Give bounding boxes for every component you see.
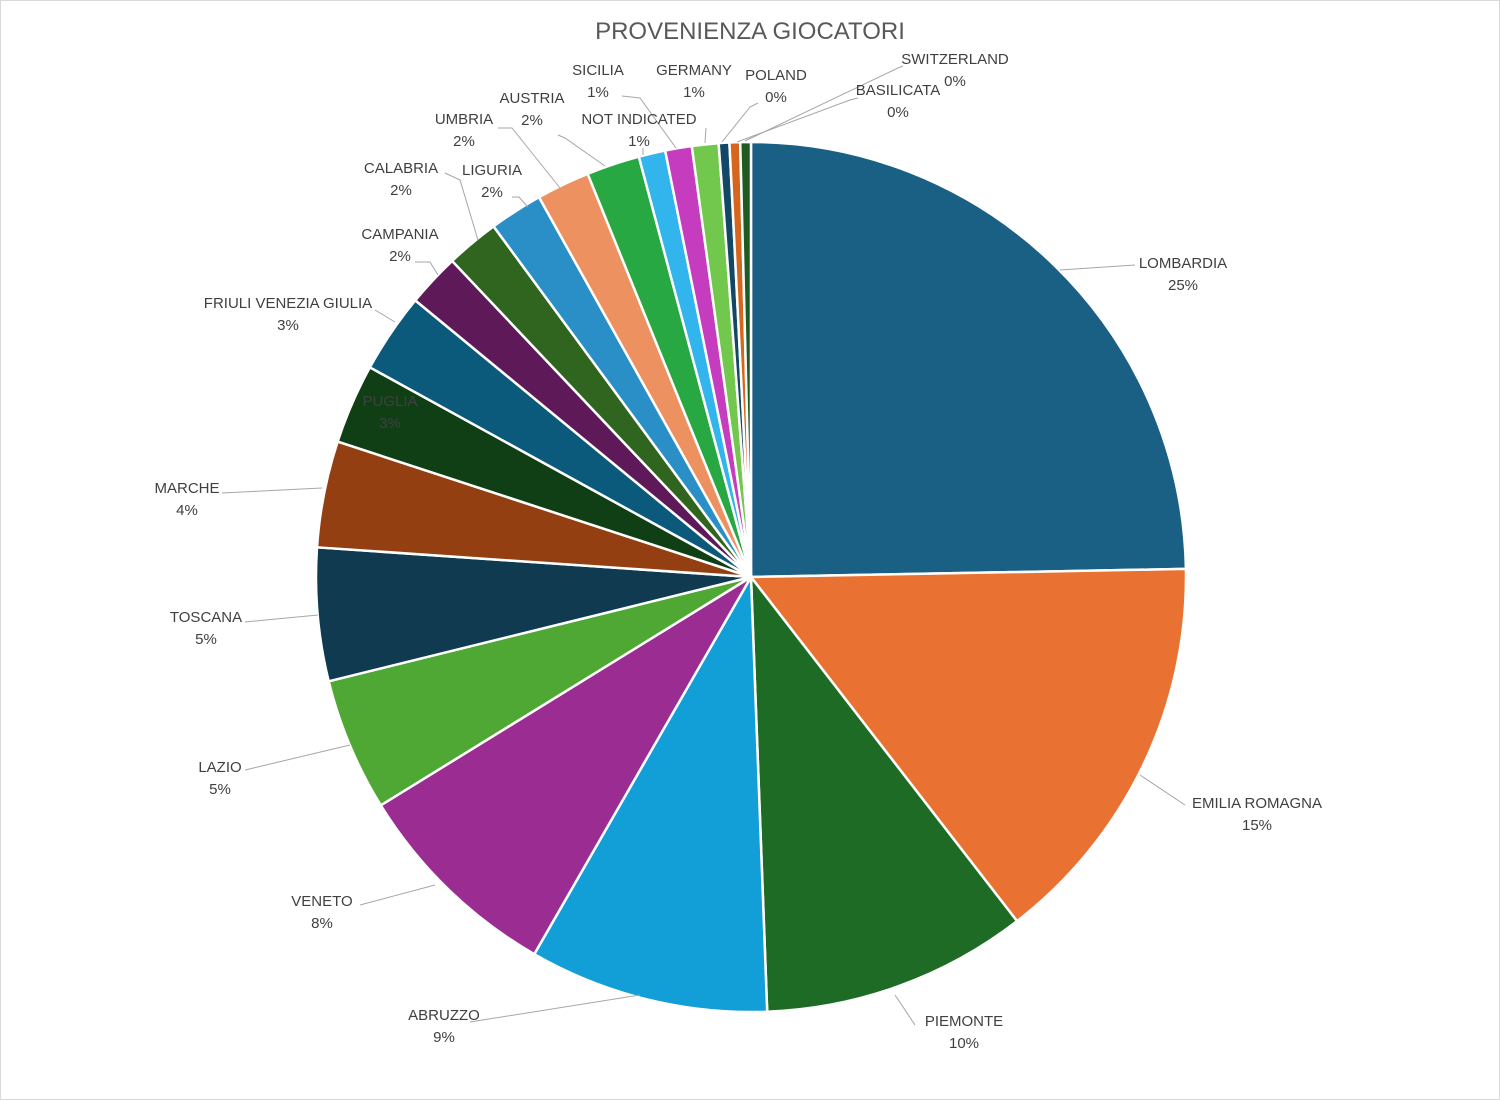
leader-line-switzerland xyxy=(744,65,904,142)
leader-line-liguria xyxy=(512,196,529,208)
data-label-austria: AUSTRIA 2% xyxy=(499,90,564,129)
leader-line-lazio xyxy=(244,744,351,771)
leader-line-emilia-romagna xyxy=(1139,774,1186,806)
data-label-toscana: TOSCANA 5% xyxy=(170,609,242,648)
data-label-lombardia: LOMBARDIA 25% xyxy=(1139,255,1227,294)
leader-line-marche xyxy=(221,487,323,494)
data-label-abruzzo: ABRUZZO 9% xyxy=(408,1007,480,1046)
data-label-germany: GERMANY 1% xyxy=(656,62,732,101)
leader-line-toscana xyxy=(244,614,319,623)
data-label-basilicata: BASILICATA 0% xyxy=(856,82,940,121)
data-label-piemonte: PIEMONTE 10% xyxy=(925,1013,1003,1052)
data-label-poland: POLAND 0% xyxy=(745,67,807,106)
pie-slice-abruzzo xyxy=(533,575,769,1014)
data-label-emilia-romagna: EMILIA ROMAGNA 15% xyxy=(1192,795,1322,834)
leader-line-campania xyxy=(415,261,439,276)
data-label-lazio: LAZIO 5% xyxy=(198,759,241,798)
leader-line-austria xyxy=(557,134,606,167)
leader-line-veneto xyxy=(359,884,436,906)
leader-line-piemonte xyxy=(894,994,916,1026)
leader-line-poland xyxy=(721,102,759,143)
leader-line-friuli-venezia-giulia xyxy=(374,309,396,323)
leader-line-germany xyxy=(704,127,707,144)
pie-slice-switzerland xyxy=(738,140,753,579)
data-label-not-indicated: NOT INDICATED 1% xyxy=(581,111,696,150)
data-label-liguria: LIGURIA 2% xyxy=(462,162,522,201)
data-label-friuli-venezia-giulia: FRIULI VENEZIA GIULIA 3% xyxy=(204,295,372,334)
data-label-sicilia: SICILIA 1% xyxy=(572,62,624,101)
pie-slice-lombardia xyxy=(749,140,1188,579)
data-label-puglia: PUGLIA 3% xyxy=(362,393,417,432)
data-label-umbria: UMBRIA 2% xyxy=(435,111,493,150)
leader-line-sicilia xyxy=(621,95,677,149)
leader-line-lombardia xyxy=(1059,264,1136,271)
leader-line-calabria xyxy=(444,172,479,241)
data-label-marche: MARCHE 4% xyxy=(154,480,219,519)
data-label-veneto: VENETO 8% xyxy=(291,893,352,932)
pie-slice-piemonte xyxy=(749,575,1019,1013)
pie-slice-veneto xyxy=(379,575,753,956)
leader-line-basilicata xyxy=(736,97,859,143)
data-label-campania: CAMPANIA 2% xyxy=(361,226,438,265)
data-label-switzerland: SWITZERLAND 0% xyxy=(901,51,1009,90)
data-label-calabria: CALABRIA 2% xyxy=(364,160,438,199)
leader-line-abruzzo xyxy=(469,994,641,1023)
leader-line-umbria xyxy=(498,127,561,189)
pie-slice-emilia-romagna xyxy=(749,567,1188,923)
chart-title: PROVENIENZA GIOCATORI xyxy=(595,18,905,45)
